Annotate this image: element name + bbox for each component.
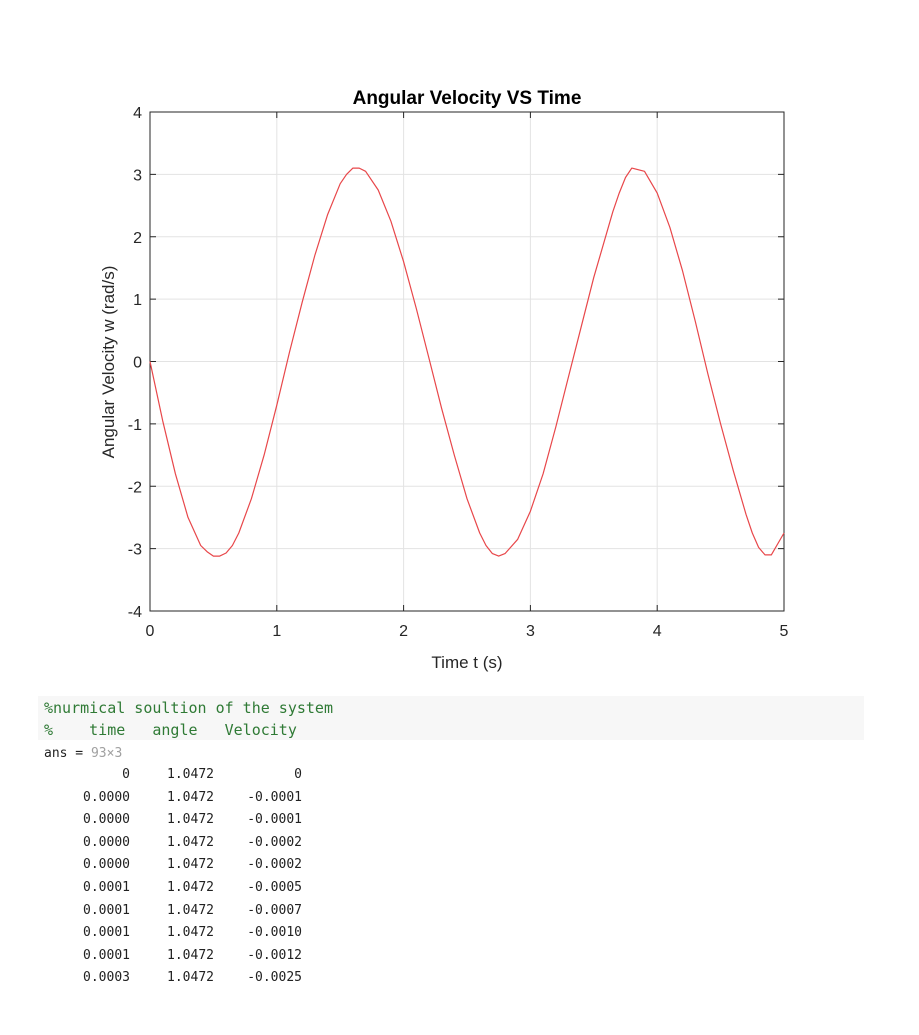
code-comment-line-2: % time angle Velocity bbox=[44, 721, 297, 739]
velocity-value: -0.0002 bbox=[247, 857, 302, 873]
time-value: 0.0000 bbox=[83, 857, 130, 873]
time-value: 0.0000 bbox=[83, 834, 130, 850]
ans-matrix: 0 1.0472 0 0.0000 1.0472 -0.0001 0.0000 1.0472 -… bbox=[44, 764, 344, 990]
velocity-value: -0.0001 bbox=[247, 789, 302, 805]
time-value: 0.0001 bbox=[83, 879, 130, 895]
time-value: 0.0001 bbox=[83, 947, 130, 963]
x-tick-label: 1 bbox=[272, 623, 281, 640]
matrix-row: 0.0000 1.0472 -0.0001 bbox=[44, 787, 344, 810]
y-tick-label: -1 bbox=[128, 417, 142, 434]
y-tick-label: 0 bbox=[133, 355, 142, 372]
angle-value: 1.0472 bbox=[167, 834, 214, 850]
y-tick-label: -4 bbox=[128, 604, 142, 621]
y-tick-label: -2 bbox=[128, 479, 142, 496]
time-value: 0.0000 bbox=[83, 789, 130, 805]
angle-value: 1.0472 bbox=[167, 925, 214, 941]
velocity-value: -0.0010 bbox=[247, 925, 302, 941]
angle-value: 1.0472 bbox=[167, 879, 214, 895]
y-tick-label: 1 bbox=[133, 292, 142, 309]
matrix-row: 0 1.0472 0 bbox=[44, 764, 344, 787]
ans-size: 93×3 bbox=[90, 746, 123, 761]
x-tick-label: 5 bbox=[780, 623, 789, 640]
time-value: 0 bbox=[122, 767, 130, 782]
angle-value: 1.0472 bbox=[167, 947, 214, 963]
x-tick-label: 0 bbox=[146, 623, 155, 640]
code-cell[interactable]: %nurmical soultion of the system % time … bbox=[38, 696, 864, 740]
velocity-value: -0.0012 bbox=[247, 947, 302, 963]
velocity-value: -0.0002 bbox=[247, 834, 302, 850]
angle-value: 1.0472 bbox=[167, 812, 214, 828]
matrix-row: 0.0001 1.0472 -0.0005 bbox=[44, 877, 344, 900]
ans-header: ans = 93×3 bbox=[44, 744, 344, 764]
velocity-value: -0.0005 bbox=[247, 879, 302, 895]
velocity-value: 0 bbox=[294, 767, 302, 782]
matrix-row: 0.0003 1.0472 -0.0025 bbox=[44, 967, 344, 990]
ans-label: ans = bbox=[44, 746, 91, 761]
chart-title: Angular Velocity VS Time bbox=[353, 88, 582, 109]
y-tick-label: 3 bbox=[133, 167, 142, 184]
velocity-value: -0.0007 bbox=[247, 902, 302, 918]
y-tick-label: 2 bbox=[133, 230, 142, 247]
y-tick-label: -3 bbox=[128, 542, 142, 559]
code-comment-line-1: %nurmical soultion of the system bbox=[44, 699, 333, 717]
time-value: 0.0003 bbox=[83, 970, 130, 986]
matrix-row: 0.0001 1.0472 -0.0010 bbox=[44, 922, 344, 945]
matrix-row: 0.0001 1.0472 -0.0012 bbox=[44, 945, 344, 968]
x-tick-label: 3 bbox=[526, 623, 535, 640]
x-tick-label: 2 bbox=[399, 623, 408, 640]
time-value: 0.0000 bbox=[83, 812, 130, 828]
velocity-value: -0.0025 bbox=[247, 970, 302, 986]
angle-value: 1.0472 bbox=[167, 857, 214, 873]
y-tick-label: 4 bbox=[133, 105, 142, 122]
matrix-row: 0.0001 1.0472 -0.0007 bbox=[44, 900, 344, 923]
grid-lines bbox=[149, 111, 785, 612]
y-axis-label: Angular Velocity w (rad/s) bbox=[99, 266, 118, 459]
angular-velocity-chart: Angular Velocity VS Time 0 1 2 3 4 5-4-3-2-10… bbox=[99, 88, 789, 672]
angle-value: 1.0472 bbox=[167, 902, 214, 918]
matrix-row: 0.0000 1.0472 -0.0002 bbox=[44, 854, 344, 877]
velocity-value: -0.0001 bbox=[247, 812, 302, 828]
x-axis-label: Time t (s) bbox=[431, 653, 502, 672]
x-tick-label: 4 bbox=[653, 623, 662, 640]
axis-ticks: 0 1 2 3 4 5 -4 -3 -2 -1 0 1 2 3 4 bbox=[128, 105, 789, 640]
matrix-row: 0.0000 1.0472 -0.0001 bbox=[44, 809, 344, 832]
time-value: 0.0001 bbox=[83, 902, 130, 918]
angle-value: 1.0472 bbox=[167, 970, 214, 986]
matrix-row: 0.0000 1.0472 -0.0002 bbox=[44, 832, 344, 855]
angle-value: 1.0472 bbox=[167, 789, 214, 805]
plot-area bbox=[149, 167, 785, 557]
command-output: ans = 93×3 0 1.0472 0 0.0000 1.0472 -0.0001 0.… bbox=[44, 744, 344, 990]
time-value: 0.0001 bbox=[83, 925, 130, 941]
velocity-series-line bbox=[149, 167, 785, 557]
angle-value: 1.0472 bbox=[167, 767, 214, 782]
